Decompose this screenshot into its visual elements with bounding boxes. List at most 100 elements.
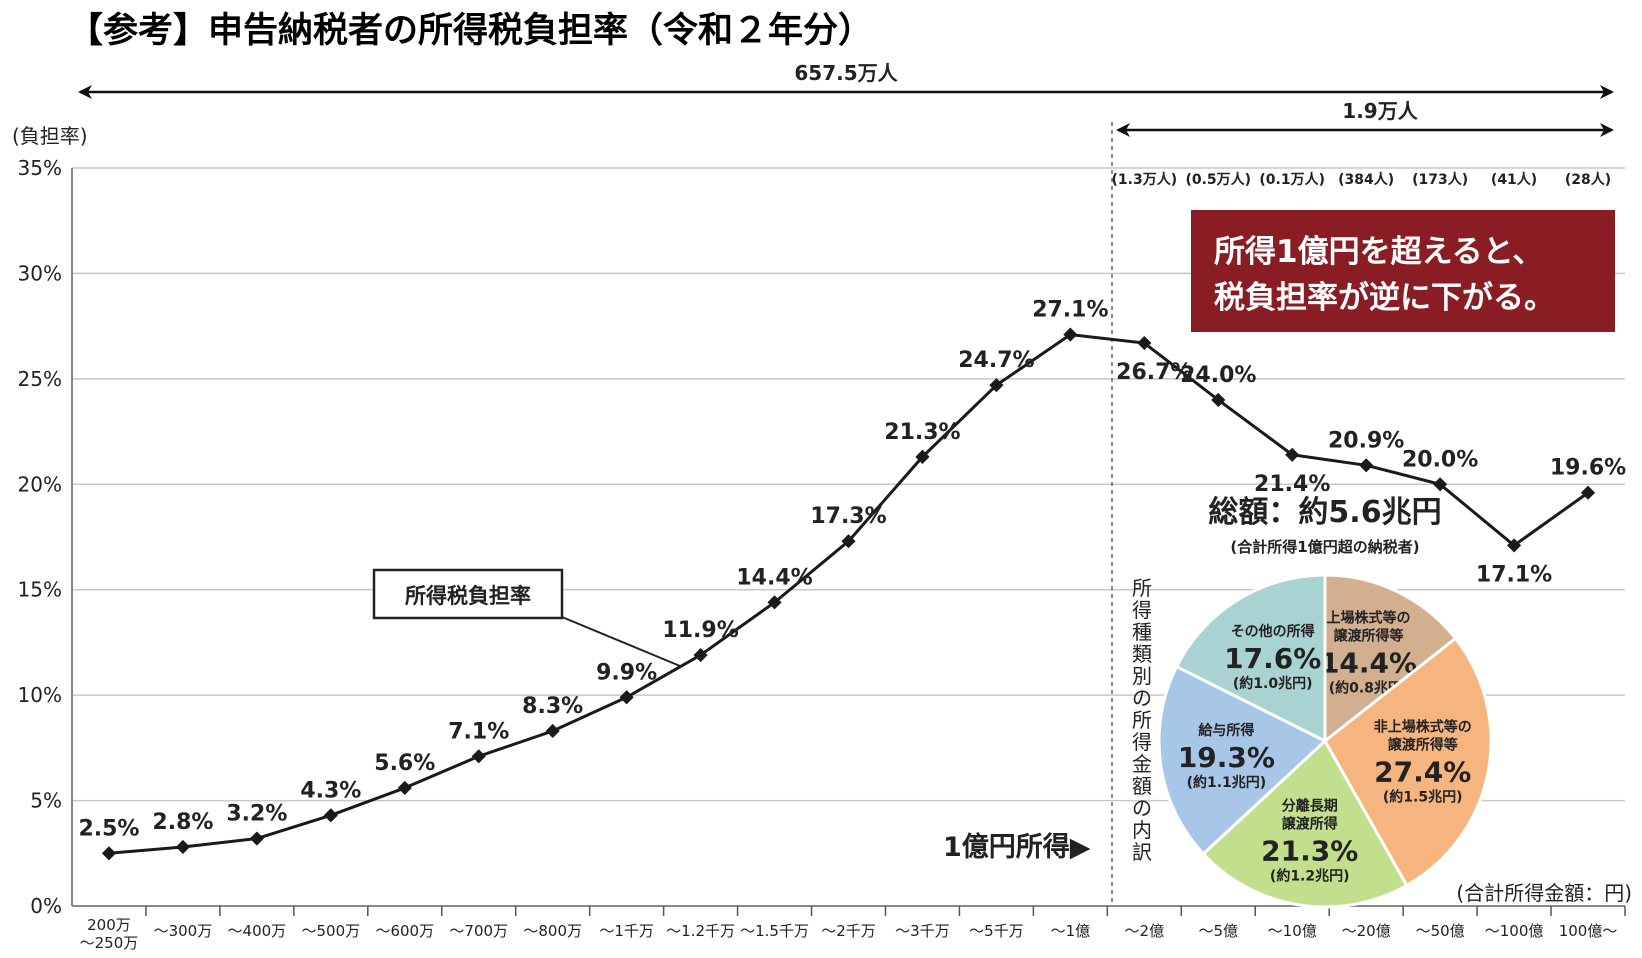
data-label: 14.4% <box>736 565 812 590</box>
grid-lines <box>71 167 1625 907</box>
pie-slice-name: その他の所得 <box>1231 623 1315 640</box>
total-count-label: 657.5万人 <box>794 61 898 85</box>
data-point <box>841 534 856 549</box>
data-label: 5.6% <box>374 751 435 776</box>
x-tick-label: ～5千万 <box>969 922 1024 940</box>
x-tick-label: ～10億 <box>1268 922 1317 940</box>
pie-slice <box>1157 664 1328 856</box>
group-count-label: (41人) <box>1491 171 1537 188</box>
notice-line-2: 税負担率が逆に下がる。 <box>1214 280 1555 316</box>
group-count-label: (28人) <box>1565 171 1611 188</box>
x-tick-label: ～700万 <box>449 922 508 940</box>
x-unit-label: (合計所得金額：円) <box>1456 881 1632 905</box>
group-counts: (1.3万人) (0.5万人) (0.1万人) (384人) (173人) (41人) (2… <box>1112 171 1612 188</box>
data-point <box>1137 335 1152 351</box>
x-tick-label: ～1.2千万 <box>666 922 735 940</box>
x-tick-label: ～2億 <box>1125 922 1165 940</box>
data-point <box>1433 477 1448 492</box>
y-tick-label: 5% <box>30 789 62 813</box>
data-point <box>1580 485 1596 500</box>
data-label: 11.9% <box>662 618 738 643</box>
x-tick-label: ～100億 <box>1485 922 1544 940</box>
data-point <box>545 723 560 739</box>
data-point <box>1285 447 1300 462</box>
pie-slice-amount: (約1.2兆円) <box>1270 867 1350 884</box>
group-count-label: (1.3万人) <box>1112 171 1178 188</box>
x-tick-label: ～5億 <box>1198 922 1238 940</box>
data-point <box>915 449 930 464</box>
series-callout-box <box>372 568 564 620</box>
y-tick-label: 30% <box>18 261 62 285</box>
data-point <box>175 839 190 855</box>
pie-subtitle: (合計所得1億円超の納税者) <box>1230 538 1419 556</box>
data-label: 17.1% <box>1476 562 1552 587</box>
x-axis-ticks: 200万～250万 ～300万 ～400万 ～500万 ～600万 ～700万 ～800万 ～… <box>80 906 1626 952</box>
pie-slice-percent: 17.6% <box>1224 642 1321 675</box>
pie-slice-amount: (約1.1兆円) <box>1187 774 1267 791</box>
y-tick-label: 25% <box>18 367 62 391</box>
data-point <box>989 378 1004 393</box>
data-label: 24.7% <box>958 348 1034 373</box>
y-tick-label: 15% <box>18 578 62 602</box>
data-point <box>1359 458 1374 473</box>
chart-title: 【参考】申告納税者の所得税負担率（令和２年分） <box>68 11 873 51</box>
data-label: 9.9% <box>596 660 657 685</box>
group-count-label: (173人) <box>1412 171 1468 188</box>
pie-slice-name: 分離長期 <box>1282 797 1338 814</box>
pie-slice-name: 給与所得 <box>1198 722 1254 739</box>
data-point <box>249 831 264 846</box>
pie-slice <box>1174 573 1327 744</box>
data-label: 21.3% <box>884 420 960 445</box>
series-callout-label: 所得税負担率 <box>405 584 531 608</box>
pie-slice-percent: 21.3% <box>1261 834 1358 867</box>
data-point <box>693 648 708 663</box>
data-label: 26.7% <box>1116 360 1192 385</box>
data-point <box>397 780 412 795</box>
x-tick-label: ～3千万 <box>895 922 950 940</box>
y-tick-label: 0% <box>30 894 62 918</box>
x-tick-label: ～50億 <box>1416 922 1465 940</box>
series-burden-rate <box>101 327 1596 861</box>
pie-slice-name: 上場株式等の <box>1327 609 1411 626</box>
pie-title: 総額：約5.6兆円 <box>1208 495 1441 530</box>
group-count-label: (384人) <box>1338 171 1394 188</box>
x-tick-label: ～500万 <box>302 922 361 940</box>
data-point <box>619 690 634 705</box>
pie-slice-amount: (約1.5兆円) <box>1383 788 1463 805</box>
data-point <box>1507 538 1522 553</box>
pie-slice <box>1201 738 1409 909</box>
x-tick-label: ～600万 <box>375 922 434 940</box>
y-tick-label: 35% <box>18 156 62 180</box>
pie-slice-name: 譲渡所得等 <box>1388 736 1458 753</box>
data-label: 19.6% <box>1550 456 1626 481</box>
data-point <box>767 595 782 610</box>
data-label: 24.0% <box>1180 363 1256 388</box>
data-label: 20.0% <box>1402 447 1478 472</box>
x-tick-label: ～1千万 <box>599 922 654 940</box>
pie-slice-name: 譲渡所得等 <box>1334 627 1404 644</box>
data-labels: 2.5% 2.8% 3.2% 4.3% 5.6% 7.1% 8.3% 9.9%11.9% 14.… <box>78 298 1626 842</box>
x-tick-label: 200万～250万 <box>80 916 139 952</box>
data-label: 4.3% <box>300 778 361 803</box>
data-label: 7.1% <box>448 719 509 744</box>
notice-line-1: 所得1億円を超えると、 <box>1214 234 1543 270</box>
pie-slice-amount: (約1.0兆円) <box>1233 675 1313 692</box>
data-point <box>323 808 338 823</box>
data-label: 27.1% <box>1032 298 1108 323</box>
group-count-label: (0.5万人) <box>1185 171 1251 188</box>
data-point <box>471 749 486 764</box>
data-label: 17.3% <box>810 504 886 529</box>
x-tick-label: 100億～ <box>1559 922 1618 940</box>
series-callout-leader <box>561 616 681 667</box>
x-tick-label: ～300万 <box>154 922 213 940</box>
pie-slice-percent: 14.4% <box>1320 646 1417 679</box>
data-point <box>1211 392 1226 408</box>
vertical-caption: 所得種類別の所得金額の内訳 <box>1132 576 1152 864</box>
pie-slice-name: 譲渡所得 <box>1282 815 1338 832</box>
data-label: 20.9% <box>1328 428 1404 453</box>
data-label: 2.5% <box>78 816 139 841</box>
y-tick-label: 10% <box>18 683 62 707</box>
y-unit-label: (負担率) <box>12 124 88 148</box>
data-point <box>101 846 117 861</box>
x-tick-label: ～20億 <box>1342 922 1391 940</box>
